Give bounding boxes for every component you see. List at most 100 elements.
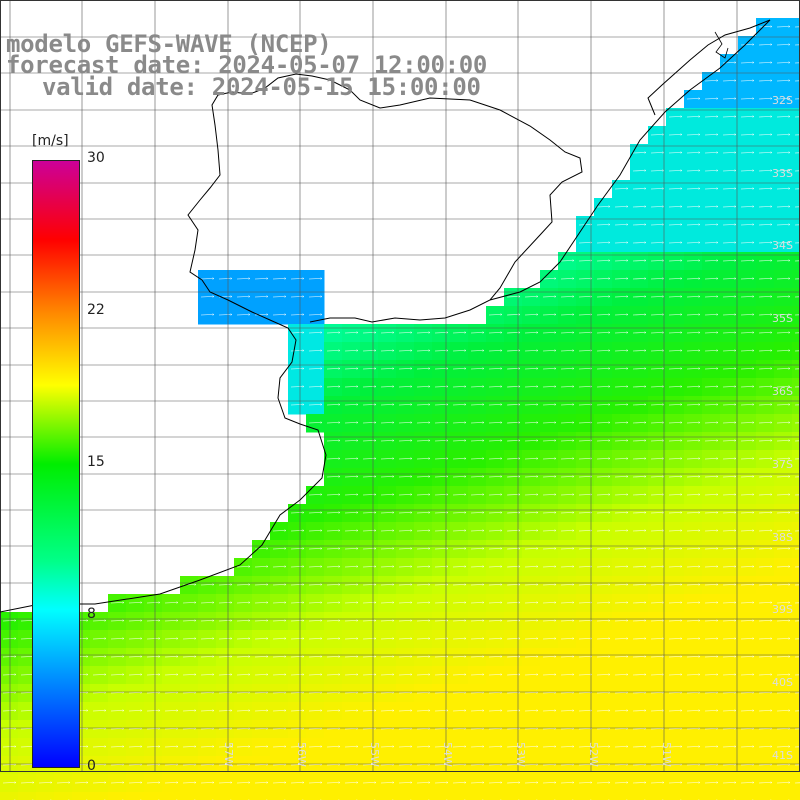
- wind-cell: [540, 360, 559, 379]
- wind-arrow: [218, 315, 232, 316]
- wind-arrow: [632, 333, 646, 334]
- wind-cell: [522, 540, 541, 559]
- wind-arrow: [398, 423, 412, 424]
- wind-arrow: [722, 279, 736, 280]
- wind-arrow: [2, 693, 16, 694]
- wind-cell: [756, 342, 775, 361]
- wind-cell: [774, 432, 793, 451]
- wind-cell: [648, 126, 667, 145]
- wind-cell: [720, 630, 739, 649]
- wind-cell: [702, 72, 721, 91]
- wind-cell: [360, 558, 379, 577]
- wind-arrow: [146, 729, 160, 730]
- wind-arrow: [614, 369, 628, 370]
- wind-arrow: [542, 459, 556, 460]
- wind-arrow: [470, 513, 484, 514]
- wind-cell: [126, 666, 145, 685]
- wind-cell: [306, 792, 325, 800]
- wind-cell: [306, 648, 325, 667]
- wind-arrow: [776, 189, 790, 190]
- wind-cell: [648, 630, 667, 649]
- wind-cell: [216, 612, 235, 631]
- wind-cell: [90, 612, 109, 631]
- wind-arrow: [524, 711, 538, 712]
- wind-arrow: [596, 369, 610, 370]
- wind-arrow: [740, 639, 754, 640]
- wind-cell: [522, 522, 541, 541]
- wind-arrow: [146, 675, 160, 676]
- wind-arrow: [650, 405, 664, 406]
- wind-cell: [558, 450, 577, 469]
- wind-cell: [432, 792, 451, 800]
- wind-cell: [702, 720, 721, 739]
- wind-cell: [414, 666, 433, 685]
- wind-arrow: [452, 513, 466, 514]
- wind-cell: [738, 702, 757, 721]
- wind-cell: [738, 54, 757, 73]
- wind-arrow: [668, 585, 682, 586]
- wind-cell: [486, 684, 505, 703]
- wind-arrow: [650, 477, 664, 478]
- wind-cell: [702, 216, 721, 235]
- wind-arrow: [722, 387, 736, 388]
- wind-cell: [432, 378, 451, 397]
- wind-cell: [198, 720, 217, 739]
- wind-arrow: [614, 387, 628, 388]
- wind-cell: [432, 414, 451, 433]
- wind-cell: [738, 36, 757, 55]
- wind-arrow: [722, 513, 736, 514]
- wind-cell: [558, 252, 577, 271]
- wind-cell: [144, 684, 163, 703]
- wind-cell: [720, 216, 739, 235]
- wind-cell: [396, 792, 415, 800]
- wind-arrow: [272, 297, 286, 298]
- wind-arrow: [704, 135, 718, 136]
- wind-arrow: [398, 711, 412, 712]
- wind-cell: [18, 756, 37, 775]
- wind-arrow: [254, 711, 268, 712]
- wind-cell: [162, 594, 181, 613]
- wind-arrow: [596, 423, 610, 424]
- wind-arrow: [776, 153, 790, 154]
- wind-arrow: [470, 531, 484, 532]
- wind-arrow: [578, 495, 592, 496]
- wind-arrow: [758, 513, 772, 514]
- wind-cell: [234, 720, 253, 739]
- wind-cell: [576, 486, 595, 505]
- wind-cell: [414, 630, 433, 649]
- wind-arrow: [704, 99, 718, 100]
- wind-cell: [666, 756, 685, 775]
- wind-cell: [558, 576, 577, 595]
- wind-cell: [576, 558, 595, 577]
- wind-cell: [630, 324, 649, 343]
- wind-arrow: [362, 477, 376, 478]
- wind-arrow: [722, 261, 736, 262]
- wind-cell: [216, 738, 235, 757]
- wind-cell: [612, 702, 631, 721]
- wind-arrow: [578, 315, 592, 316]
- wind-arrow: [272, 657, 286, 658]
- wind-speed-field: [0, 18, 800, 800]
- wind-arrow: [488, 459, 502, 460]
- wind-arrow: [668, 711, 682, 712]
- wind-arrow: [794, 422, 800, 424]
- wind-arrow: [632, 297, 646, 298]
- wind-cell: [522, 648, 541, 667]
- wind-cell: [630, 684, 649, 703]
- longitude-label: 56W: [295, 742, 308, 767]
- wind-arrow: [632, 315, 646, 316]
- wind-arrow: [362, 495, 376, 496]
- wind-cell: [414, 414, 433, 433]
- wind-cell: [630, 612, 649, 631]
- wind-arrow: [758, 351, 772, 352]
- wind-cell: [540, 306, 559, 325]
- wind-cell: [18, 630, 37, 649]
- wind-cell: [378, 522, 397, 541]
- wind-cell: [630, 576, 649, 595]
- wind-cell: [486, 630, 505, 649]
- wind-cell: [180, 720, 199, 739]
- wind-arrow: [524, 333, 538, 334]
- wind-cell: [450, 792, 469, 800]
- wind-arrow: [398, 603, 412, 604]
- wind-cell: [0, 756, 19, 775]
